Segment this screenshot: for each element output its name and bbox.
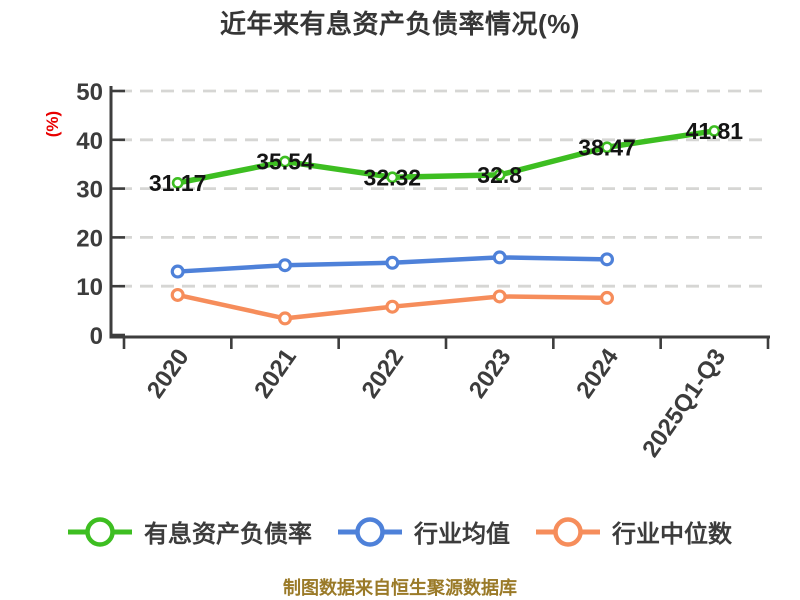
industry-median-point — [278, 311, 293, 326]
legend-label-main-series: 有息资产负债率 — [144, 521, 312, 548]
industry-average-point — [492, 250, 507, 265]
y-tick-label: 30 — [76, 177, 103, 204]
x-tick-label: 2021 — [249, 344, 302, 403]
legend: 有息资产负债率 行业均值 行业中位数 — [0, 514, 800, 549]
y-tick-label: 50 — [76, 79, 103, 106]
industry-median-point — [385, 299, 400, 314]
data-label: 31.17 — [149, 170, 207, 196]
y-tick-label: 20 — [76, 225, 103, 252]
industry-average-point — [385, 255, 400, 270]
x-tick-label: 2020 — [142, 344, 195, 403]
industry-average-point — [599, 252, 614, 267]
industry-average-point — [278, 258, 293, 273]
legend-item-industry-median: 行业中位数 — [536, 514, 732, 549]
x-tick-label: 2022 — [357, 344, 410, 403]
chart-title: 近年来有息资产负债率情况(%) — [220, 9, 580, 39]
industry-median-point — [599, 290, 614, 305]
main-series-point — [493, 169, 506, 181]
legend-item-industry-average: 行业均值 — [338, 514, 510, 549]
x-tick-label: 2025Q1-Q3 — [637, 344, 731, 462]
y-axis-unit-label: (%) — [43, 111, 62, 137]
main-series-point — [171, 176, 184, 189]
industry-average-point — [170, 264, 185, 279]
source-note: 制图数据来自恒生聚源数据库 — [283, 578, 517, 598]
data-label: 38.47 — [578, 134, 636, 160]
industry-median-legend-marker-icon — [536, 516, 600, 547]
main-series-line — [174, 128, 718, 186]
industry-average-legend-marker-icon — [338, 516, 402, 547]
y-tick-label: 40 — [76, 128, 103, 155]
industry-median-point — [492, 289, 507, 304]
legend-label-industry-median: 行业中位数 — [612, 521, 732, 548]
x-tick-label: 2024 — [571, 343, 624, 403]
data-label: 35.54 — [256, 149, 314, 175]
x-tick-label: 2023 — [464, 344, 517, 403]
y-tick-label: 0 — [90, 323, 103, 350]
legend-label-industry-average: 行业均值 — [414, 521, 510, 548]
main-series-point — [386, 171, 399, 184]
y-tick-label: 10 — [76, 274, 103, 301]
main-series-point — [279, 155, 291, 168]
legend-item-main-series: 有息资产负债率 — [68, 514, 312, 549]
main-series-legend-marker-icon — [68, 516, 132, 547]
industry-median-point — [170, 287, 185, 302]
main-series-point — [708, 125, 721, 137]
main-series-point — [601, 141, 613, 154]
data-label: 32.8 — [477, 162, 522, 188]
data-label: 41.81 — [686, 118, 744, 144]
data-label: 32.32 — [364, 164, 422, 190]
